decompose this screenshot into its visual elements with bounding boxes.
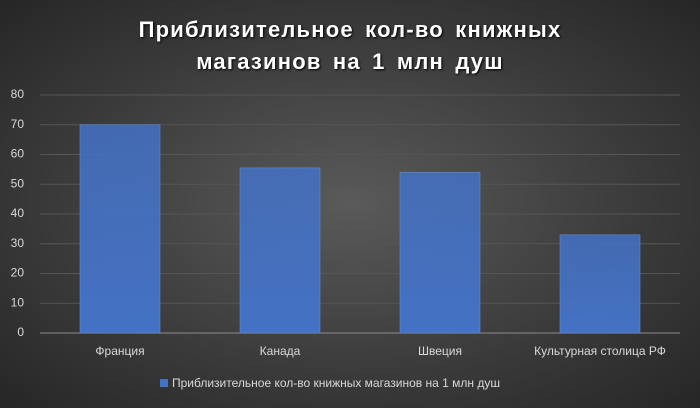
y-tick-label: 70 bbox=[11, 117, 25, 131]
bar bbox=[239, 167, 321, 334]
y-tick-label: 40 bbox=[11, 206, 25, 220]
legend-swatch bbox=[160, 379, 168, 387]
legend-label: Приблизительное кол-во книжных магазинов… bbox=[172, 376, 500, 390]
y-tick-label: 50 bbox=[11, 176, 25, 190]
x-tick-label: Швеция bbox=[418, 344, 462, 358]
y-tick-label: 80 bbox=[11, 87, 25, 101]
bar bbox=[79, 124, 161, 334]
bar bbox=[559, 234, 641, 334]
y-tick-label: 20 bbox=[11, 266, 25, 280]
bar bbox=[399, 172, 481, 334]
y-tick-label: 30 bbox=[11, 236, 25, 250]
y-tick-label: 0 bbox=[17, 325, 24, 339]
x-tick-label: Культурная столица РФ bbox=[534, 344, 666, 358]
y-tick-label: 10 bbox=[11, 295, 25, 309]
y-tick-label: 60 bbox=[11, 147, 25, 161]
x-tick-label: Франция bbox=[95, 344, 144, 358]
chart-title: Приблизительное кол-во книжных магазинов… bbox=[138, 17, 562, 74]
x-tick-label: Канада bbox=[260, 344, 301, 358]
